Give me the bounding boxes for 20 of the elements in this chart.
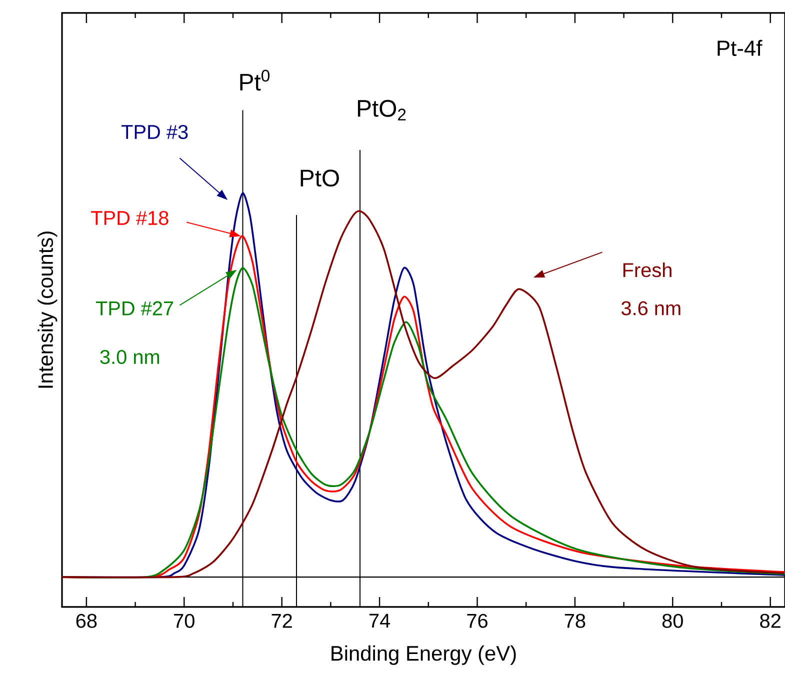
- x-tick-label: 76: [467, 614, 488, 628]
- text: TPD #18: [91, 210, 168, 226]
- text: TPD #27: [96, 301, 174, 316]
- text: Pt-4f: [718, 40, 762, 56]
- annotation: 3.6 nm: [621, 301, 680, 316]
- x-tick-label: 68: [76, 614, 97, 628]
- x-tick-label: 78: [564, 614, 586, 628]
- ref-line-label: Pt$^{0}$: [240, 70, 270, 91]
- x-tick-label: 72: [272, 614, 292, 628]
- x-tick-label: 70: [174, 614, 194, 628]
- x-axis-title: Binding Energy (eV): [332, 645, 516, 665]
- y-axis-title: Intensity (counts): [38, 232, 58, 388]
- legend-label: Fresh: [623, 262, 672, 278]
- x-tick-label: 80: [662, 614, 683, 628]
- ref-line-label: PtO: [300, 170, 339, 187]
- ref-line-label: PtO$_{2}$: [358, 100, 406, 120]
- text: TPD #3: [122, 124, 188, 140]
- x-tick-label: 82: [760, 614, 780, 628]
- annotation: 3.0 nm: [100, 350, 160, 364]
- x-tick-label: 74: [369, 614, 390, 628]
